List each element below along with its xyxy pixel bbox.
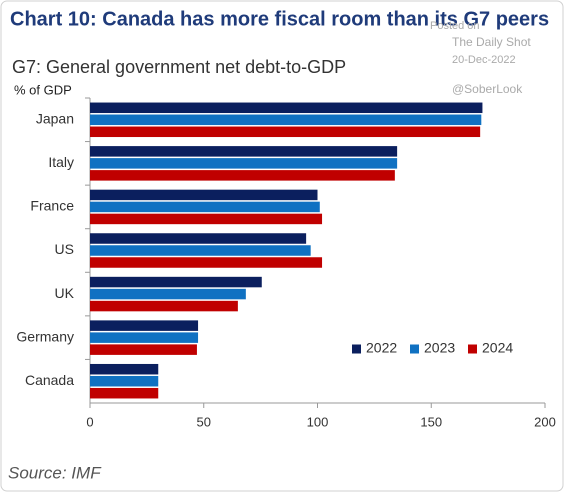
bar <box>90 387 159 399</box>
legend-label: 2023 <box>424 340 455 356</box>
x-tick-label: 100 <box>307 414 329 429</box>
source: Source: IMF <box>8 463 102 482</box>
bar <box>90 170 395 181</box>
bar <box>90 276 262 288</box>
x-tick-label: 200 <box>534 414 556 429</box>
x-tick-label: 150 <box>420 414 442 429</box>
bar <box>90 257 323 268</box>
bar <box>90 363 159 375</box>
x-tick-label: 0 <box>86 414 93 429</box>
bar <box>90 375 159 387</box>
watermark: The Daily Shot <box>452 35 531 49</box>
bar <box>90 126 481 138</box>
bar <box>90 320 199 331</box>
watermark: @SoberLook <box>452 82 523 96</box>
x-tick-label: 50 <box>197 414 211 429</box>
legend-swatch <box>410 344 419 354</box>
bar <box>90 114 482 126</box>
y-tick-label: US <box>55 241 74 257</box>
bar <box>90 288 246 300</box>
legend-label: 2024 <box>482 340 513 356</box>
y-tick-label: Japan <box>36 110 74 126</box>
bar <box>90 245 311 256</box>
bar <box>90 213 323 225</box>
bar <box>90 146 398 157</box>
y-tick-label: Germany <box>16 328 74 344</box>
bar <box>90 233 307 244</box>
y-tick-label: Canada <box>25 372 74 388</box>
subtitle: G7: General government net debt-to-GDP <box>12 57 346 77</box>
y-tick-label: UK <box>55 285 75 301</box>
legend-swatch <box>352 344 361 354</box>
bar <box>90 189 318 201</box>
bar <box>90 344 197 355</box>
legend-swatch <box>468 344 477 354</box>
legend-label: 2022 <box>366 340 397 356</box>
y-tick-label: France <box>30 198 74 214</box>
bar <box>90 102 483 114</box>
bar <box>90 300 238 312</box>
watermark: 20-Dec-2022 <box>452 54 516 66</box>
bar <box>90 158 398 169</box>
axis-label: % of GDP <box>14 82 72 97</box>
y-tick-label: Italy <box>48 154 74 170</box>
bar <box>90 332 199 343</box>
watermark: Posted on <box>430 20 480 32</box>
bar <box>90 201 320 213</box>
chart-title: Chart 10: Canada has more fiscal room th… <box>10 8 549 30</box>
